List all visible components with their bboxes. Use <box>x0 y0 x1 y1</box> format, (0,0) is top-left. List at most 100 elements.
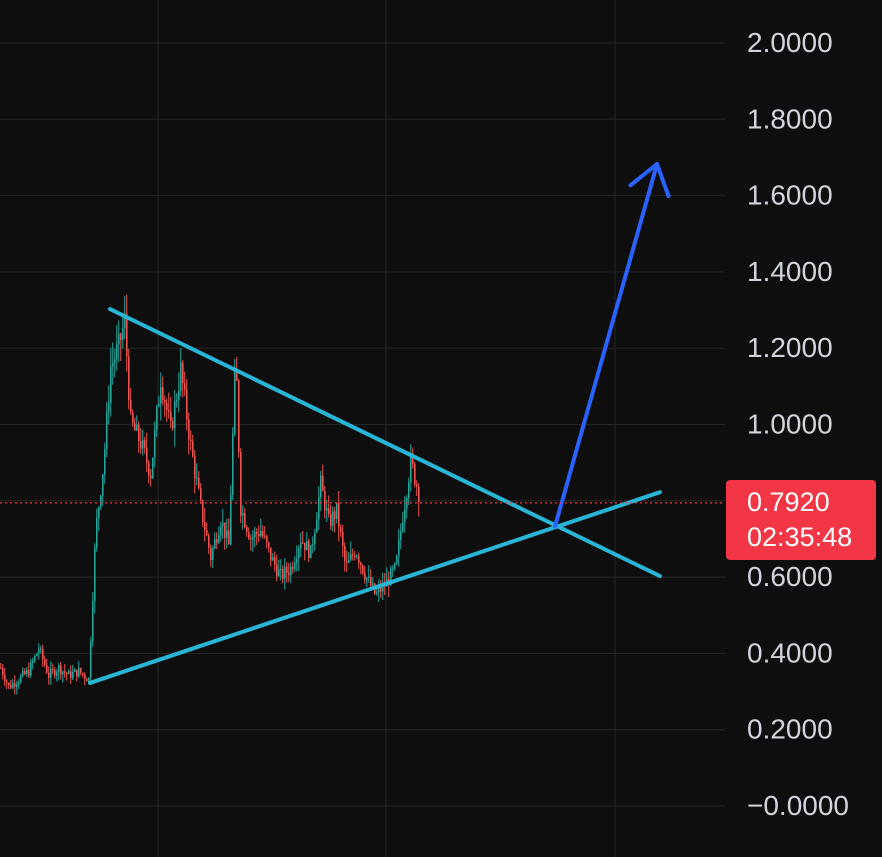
arrow-head-icon <box>628 162 671 199</box>
candle-body <box>392 568 394 570</box>
candle-body <box>194 456 196 479</box>
candle-body <box>0 667 2 669</box>
price-tick-label: 1.0000 <box>747 409 833 440</box>
candle-body <box>142 439 144 449</box>
candle-body <box>52 668 54 670</box>
candle-body <box>316 519 318 533</box>
candle-body <box>242 512 244 516</box>
candle-body <box>350 554 352 560</box>
candle-body <box>222 522 224 527</box>
candle-body <box>8 682 10 686</box>
candle-body <box>322 475 324 491</box>
candle-body <box>184 383 186 390</box>
candle-body <box>320 475 322 498</box>
candle-body <box>38 649 40 654</box>
price-tick-label: 1.2000 <box>747 332 833 363</box>
candle-body <box>60 665 62 675</box>
candle-body <box>144 439 146 448</box>
candle-body <box>186 389 188 420</box>
price-tick-label: 0.6000 <box>747 561 833 592</box>
candle-body <box>16 684 18 687</box>
candle-body <box>228 530 230 545</box>
candle-body <box>358 556 360 563</box>
candle-body <box>192 441 194 457</box>
candle-body <box>48 672 50 678</box>
candle-body <box>162 387 164 401</box>
candle-body <box>246 527 248 533</box>
candle-body <box>410 453 412 483</box>
price-tick-label: −0.0000 <box>747 790 849 821</box>
price-tick-label: 1.4000 <box>747 256 833 287</box>
candle-body <box>254 531 256 538</box>
candle-body <box>220 526 222 536</box>
candle-body <box>116 344 118 359</box>
price-axis[interactable]: 2.0000 1.8000 1.6000 1.4000 1.2000 1.0000 0.60… <box>747 27 849 821</box>
candle-body <box>328 508 330 515</box>
candle-body <box>244 512 246 528</box>
candle-body <box>210 547 212 561</box>
candle-body <box>198 477 200 489</box>
candle-body <box>402 522 404 531</box>
candle-body <box>2 667 4 676</box>
candle-body <box>174 401 176 429</box>
candle-body <box>394 563 396 569</box>
candle-body <box>98 507 100 518</box>
candle-body <box>70 671 72 679</box>
candle-body <box>6 681 8 683</box>
candle-body <box>214 539 216 549</box>
candle-body <box>290 567 292 576</box>
candle-body <box>396 556 398 564</box>
candle-body <box>338 502 340 528</box>
candle-body <box>76 669 78 677</box>
candle-body <box>170 411 172 422</box>
candle-body <box>332 511 334 526</box>
candle-body <box>26 670 28 675</box>
candle-body <box>136 424 138 431</box>
candle-body <box>160 387 162 404</box>
candle-body <box>110 366 112 403</box>
candle-body <box>330 514 332 526</box>
candle-body <box>158 403 160 407</box>
candle-body <box>34 656 36 662</box>
candle-body <box>40 648 42 650</box>
candle-body <box>258 533 260 537</box>
candle-body <box>180 362 182 391</box>
candle-body <box>296 558 298 563</box>
candle-body <box>28 670 30 676</box>
candle-body <box>234 370 236 434</box>
candle-body <box>380 587 382 592</box>
candle-body <box>218 535 220 543</box>
candle-body <box>248 532 250 539</box>
candle-body <box>84 674 86 679</box>
candle-body <box>368 576 370 578</box>
candle-body <box>270 547 272 561</box>
candle-body <box>146 447 148 463</box>
forecast-arrow <box>553 162 671 529</box>
candle-body <box>404 508 406 523</box>
candle-body <box>272 557 274 561</box>
candle-body <box>232 433 234 495</box>
candle-countdown-label: 02:35:48 <box>747 522 852 552</box>
candle-body <box>104 449 106 475</box>
candle-body <box>212 548 214 561</box>
candle-body <box>90 641 92 678</box>
candle-body <box>164 400 166 403</box>
candle-body <box>266 536 268 543</box>
candle-body <box>252 537 254 540</box>
candle-body <box>412 453 414 464</box>
candle-body <box>294 562 296 569</box>
candle-body <box>342 532 344 547</box>
candle-body <box>66 672 68 675</box>
candle-body <box>54 669 56 676</box>
arrow-shaft <box>553 162 659 529</box>
candle-body <box>280 568 282 570</box>
candle-body <box>12 683 14 688</box>
support-trendline <box>88 490 662 685</box>
candle-body <box>4 675 6 682</box>
candle-body <box>124 313 126 328</box>
candle-body <box>360 562 362 566</box>
candle-body <box>334 511 336 519</box>
candle-body <box>32 661 34 663</box>
candle-body <box>168 409 170 412</box>
candle-body <box>22 671 24 676</box>
